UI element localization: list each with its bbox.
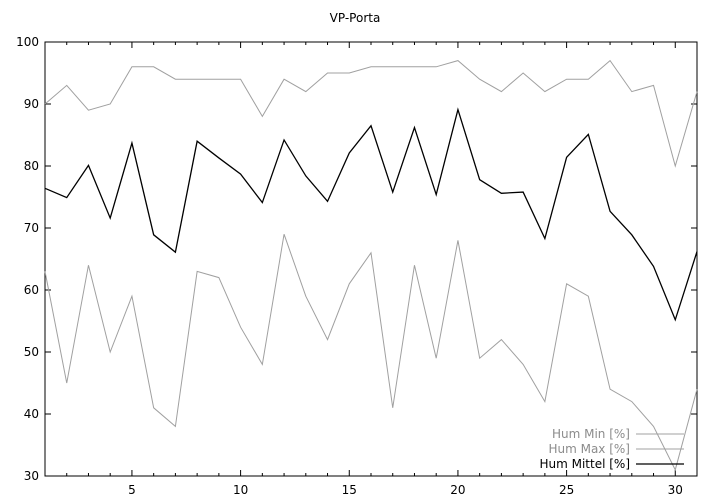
series-line-1 — [44, 234, 698, 472]
x-tick-label: 10 — [233, 483, 248, 497]
y-tick-label: 50 — [24, 345, 39, 359]
x-tick-label: 15 — [342, 483, 357, 497]
series-layer — [44, 59, 698, 472]
legend-label: Hum Min [%] — [552, 427, 630, 441]
y-tick-label: 70 — [24, 221, 39, 235]
plot-frame — [44, 41, 698, 477]
y-tick-label: 60 — [24, 283, 39, 297]
series-line-2 — [44, 59, 698, 168]
legend: Hum Min [%]Hum Max [%]Hum Mittel [%] — [539, 427, 684, 471]
chart-title: VP-Porta — [330, 11, 381, 25]
legend-label: Hum Max [%] — [548, 442, 630, 456]
y-tick-label: 80 — [24, 159, 39, 173]
legend-label: Hum Mittel [%] — [539, 457, 630, 471]
x-tick-label: 30 — [668, 483, 683, 497]
y-tick-label: 100 — [16, 35, 39, 49]
y-tick-label: 40 — [24, 407, 39, 421]
series-line-3 — [44, 107, 698, 322]
x-tick-label: 25 — [559, 483, 574, 497]
y-tick-label: 30 — [24, 469, 39, 483]
x-tick-label: 20 — [450, 483, 465, 497]
y-tick-label: 90 — [24, 97, 39, 111]
x-tick-label: 5 — [128, 483, 136, 497]
axes: 30 40 50 60 70 80 90 100 5 10 15 20 25 30 — [16, 35, 698, 497]
